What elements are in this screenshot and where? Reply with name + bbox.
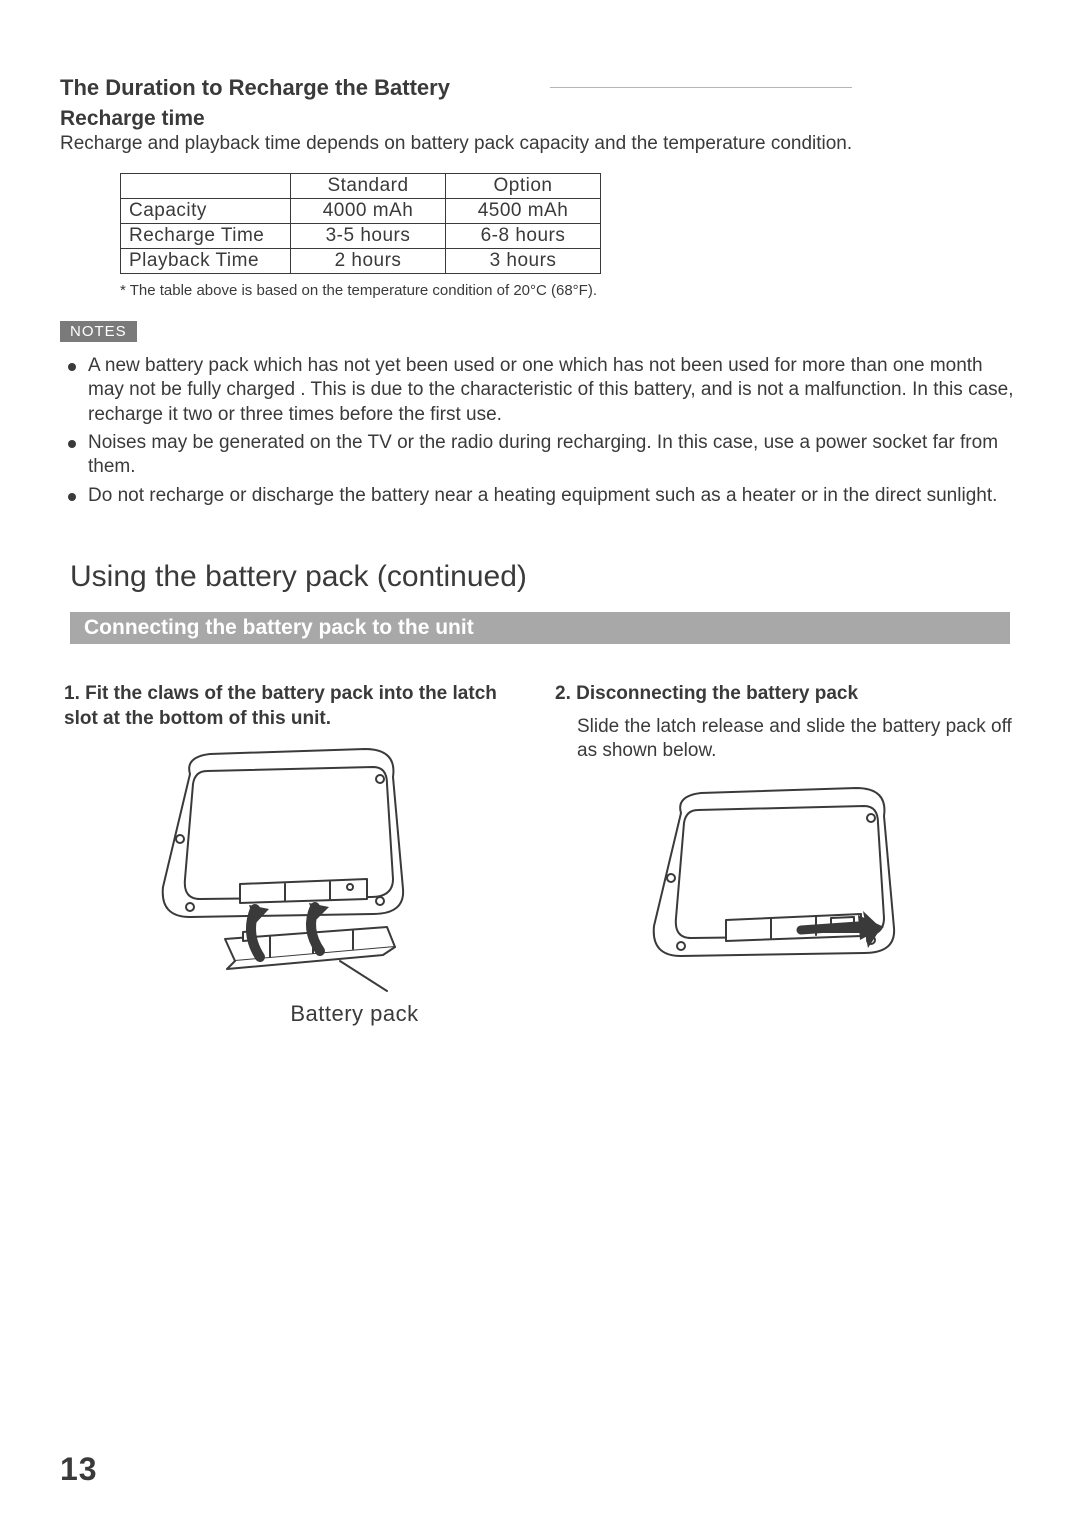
list-item: Do not recharge or discharge the battery…	[66, 484, 1020, 508]
table-cell: Playback Time	[121, 249, 291, 274]
table-header: Option	[446, 174, 601, 199]
notes-badge: NOTES	[60, 321, 137, 342]
table-cell: 2 hours	[291, 249, 446, 274]
list-item: Noises may be generated on the TV or the…	[66, 431, 1020, 480]
table-row: Playback Time 2 hours 3 hours	[121, 249, 601, 274]
table-footnote: * The table above is based on the temper…	[120, 282, 1020, 299]
list-item: A new battery pack which has not yet bee…	[66, 354, 1020, 427]
table-cell: 4500 mAh	[446, 199, 601, 224]
section-bar: Connecting the battery pack to the unit	[70, 612, 1010, 644]
recharge-table: Standard Option Capacity 4000 mAh 4500 m…	[120, 173, 601, 274]
continued-heading: Using the battery pack (continued)	[70, 560, 1020, 594]
page-number: 13	[60, 1451, 98, 1488]
subsection-title: Recharge time	[60, 107, 1020, 131]
table-row: Capacity 4000 mAh 4500 mAh	[121, 199, 601, 224]
illustration-label: Battery pack	[64, 1001, 525, 1027]
connect-illustration	[135, 739, 455, 999]
table-cell: Capacity	[121, 199, 291, 224]
table-cell: 3-5 hours	[291, 224, 446, 249]
table-header: Standard	[291, 174, 446, 199]
step-1-title: 1. Fit the claws of the battery pack int…	[64, 682, 525, 731]
disconnect-illustration	[626, 778, 946, 988]
table-cell: Recharge Time	[121, 224, 291, 249]
table-cell: 3 hours	[446, 249, 601, 274]
table-cell: 4000 mAh	[291, 199, 446, 224]
section-title: The Duration to Recharge the Battery	[60, 75, 1020, 101]
step-2-title: 2. Disconnecting the battery pack	[555, 682, 1016, 707]
notes-list: A new battery pack which has not yet bee…	[60, 354, 1020, 508]
table-cell: 6-8 hours	[446, 224, 601, 249]
intro-text: Recharge and playback time depends on ba…	[60, 133, 1020, 155]
table-row: Recharge Time 3-5 hours 6-8 hours	[121, 224, 601, 249]
step-2-body: Slide the latch release and slide the ba…	[577, 715, 1016, 764]
table-header	[121, 174, 291, 199]
